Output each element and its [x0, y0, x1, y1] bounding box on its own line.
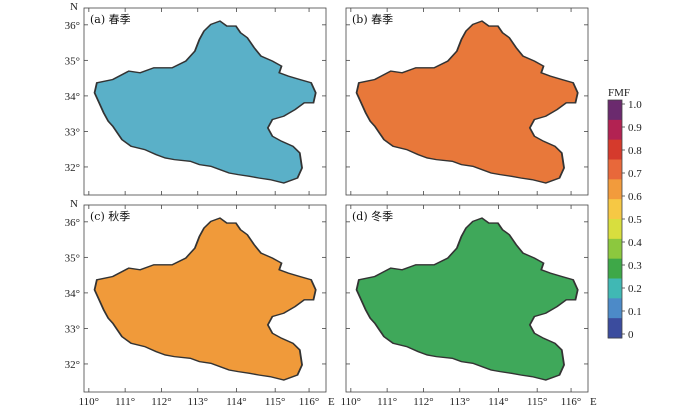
colorbar-block: [608, 139, 622, 160]
province-map: [93, 216, 317, 382]
lon-label: 115°: [527, 396, 548, 408]
colorbar-block: [608, 179, 622, 200]
colorbar-block: [608, 100, 622, 121]
east-label: E: [328, 396, 335, 408]
panel-frame: [345, 204, 589, 393]
colorbar-tick-label: 0.3: [628, 260, 642, 272]
province-map: [93, 19, 317, 185]
lat-label: 32°: [65, 359, 80, 371]
lon-label: 116°: [561, 396, 582, 408]
colorbar-block: [608, 159, 622, 180]
lat-label: 34°: [65, 288, 80, 300]
lon-label: 114°: [488, 396, 509, 408]
lon-label: 115°: [265, 396, 286, 408]
lon-label: 112°: [151, 396, 172, 408]
panel-frame: [345, 7, 589, 196]
lat-label: 35°: [65, 252, 80, 264]
colorbar-block: [608, 199, 622, 220]
lat-label: 35°: [65, 55, 80, 67]
panel-label: (b) 春季: [352, 13, 393, 26]
map-panel-1: (a) 春季 36° 35° 34° 33° 32° N: [65, 1, 327, 196]
map-panel-4: (d) 冬季 110° 111° 112° 113° 114° 115° 116° E: [341, 204, 597, 408]
colorbar-tick-label: 0.7: [628, 168, 642, 180]
colorbar-block: [608, 278, 622, 299]
lon-label: 116°: [299, 396, 320, 408]
lon-label: 110°: [79, 396, 100, 408]
panel-frame: [83, 7, 327, 196]
lat-label: 36°: [65, 20, 80, 32]
colorbar-tick-label: 0.5: [628, 214, 642, 226]
lon-label: 111°: [115, 396, 135, 408]
map-panel-3: (c) 秋季 36° 35° 34° 33° 32° N 110° 111° 112° 113° 11…: [65, 198, 335, 408]
north-label: N: [70, 198, 78, 210]
lon-label: 111°: [377, 396, 397, 408]
colorbar-block: [608, 238, 622, 260]
lat-label: 34°: [65, 91, 80, 103]
colorbar-tick-label: 0.2: [628, 283, 642, 295]
colorbar-block: [608, 219, 622, 240]
colorbar-tick-label: 0.4: [628, 237, 642, 249]
colorbar-block: [608, 258, 622, 279]
lon-label: 112°: [413, 396, 434, 408]
colorbar-tick-label: 0.9: [628, 122, 642, 134]
panel-label: (d) 冬季: [352, 209, 393, 223]
colorbar-tick-label: 0: [628, 329, 634, 341]
colorbar-block: [608, 298, 622, 319]
colorbar-tick-label: 0.8: [628, 145, 642, 157]
lon-label: 114°: [226, 396, 247, 408]
colorbar-block: [608, 318, 622, 339]
lon-label: 113°: [449, 396, 470, 408]
colorbar-block: [608, 119, 622, 141]
colorbar-tick-label: 0.1: [628, 306, 642, 318]
colorbar-title: FMF: [608, 87, 630, 99]
map-panel-2: (b) 春季: [345, 7, 589, 196]
panel-frame: [83, 204, 327, 393]
colorbar-tick-label: 0.6: [628, 191, 642, 203]
colorbar-tick-label: 1.0: [628, 99, 642, 111]
lon-label: 113°: [187, 396, 208, 408]
lon-label: 110°: [341, 396, 362, 408]
north-label: N: [70, 1, 78, 13]
panel-label: (a) 春季: [90, 13, 131, 26]
province-map: [355, 216, 579, 382]
panel-label: (c) 秋季: [90, 209, 130, 223]
lat-label: 32°: [65, 162, 80, 174]
lat-label: 36°: [65, 217, 80, 229]
lat-label: 33°: [65, 323, 80, 335]
east-label: E: [590, 396, 597, 408]
province-map: [355, 19, 579, 185]
fmf-colorbar: FMF 1.0 0.9 0.8 0.7 0.6 0.5 0.4 0.3 0.2 0.1 0: [607, 87, 642, 341]
lat-label: 33°: [65, 126, 80, 138]
